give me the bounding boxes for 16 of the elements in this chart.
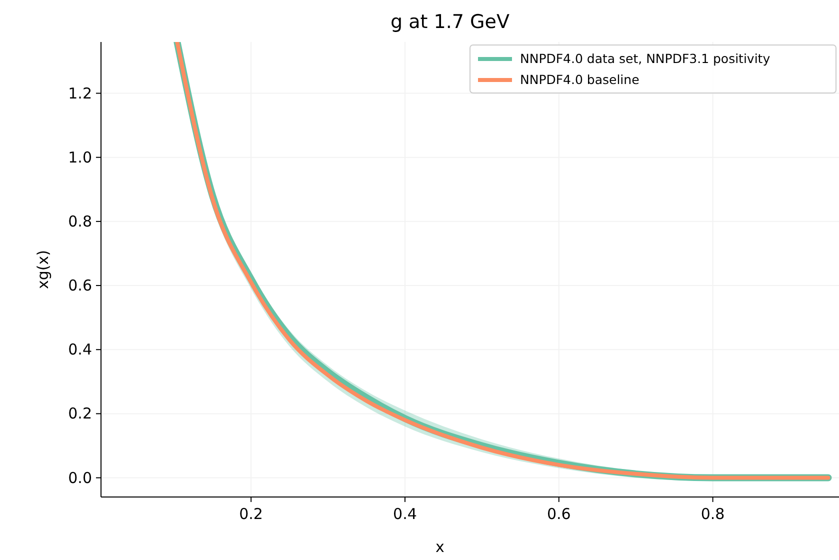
legend-label: NNPDF4.0 baseline bbox=[520, 72, 640, 87]
x-tick-label: 0.6 bbox=[546, 505, 571, 523]
y-tick-label: 0.4 bbox=[68, 340, 92, 359]
x-tick-label: 0.8 bbox=[700, 505, 725, 523]
y-tick-label: 1.0 bbox=[68, 148, 92, 166]
chart-title: g at 1.7 GeV bbox=[390, 11, 510, 33]
x-tick-label: 0.2 bbox=[239, 505, 263, 523]
y-axis-title: xg(x) bbox=[34, 250, 52, 289]
y-tick-label: 1.2 bbox=[68, 84, 92, 102]
y-tick-label: 0.2 bbox=[68, 404, 92, 423]
legend-label: NNPDF4.0 data set, NNPDF3.1 positivity bbox=[520, 51, 771, 66]
x-tick-label: 0.4 bbox=[393, 505, 417, 523]
x-axis-title: x bbox=[436, 538, 445, 556]
y-tick-label: 0.6 bbox=[68, 276, 92, 295]
y-tick-label: 0.8 bbox=[68, 212, 92, 230]
y-tick-label: 0.0 bbox=[68, 468, 92, 487]
